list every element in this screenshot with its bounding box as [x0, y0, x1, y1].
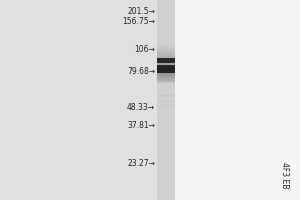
Bar [157, 65, 175, 73]
Bar [157, 77, 175, 78]
Bar [157, 68, 175, 69]
Bar [157, 55, 175, 56]
Bar [157, 76, 175, 77]
Bar [157, 76, 175, 77]
Bar [157, 69, 175, 70]
Bar [157, 47, 175, 48]
Bar [157, 0, 175, 200]
Bar [157, 81, 175, 82]
Bar [157, 74, 175, 75]
Bar [157, 65, 175, 66]
Bar [157, 68, 175, 69]
Bar [157, 105, 175, 107]
Text: 156.75→: 156.75→ [122, 18, 155, 26]
Bar [157, 51, 175, 52]
Bar [157, 82, 175, 83]
Bar [157, 54, 175, 55]
Bar [157, 58, 175, 59]
Bar [157, 75, 175, 76]
Bar [157, 67, 175, 68]
Bar [157, 72, 175, 73]
Bar [157, 67, 175, 68]
Bar [157, 71, 175, 72]
Bar [157, 53, 175, 54]
Bar [157, 49, 175, 50]
Bar [157, 69, 175, 70]
Bar [157, 58, 175, 63]
Text: 106→: 106→ [134, 46, 155, 54]
Text: 48.33→: 48.33→ [127, 102, 155, 112]
Bar [157, 61, 175, 62]
Bar [157, 44, 175, 45]
Bar [157, 80, 175, 81]
Bar [157, 79, 175, 80]
Bar [157, 56, 175, 57]
Text: 201.5→: 201.5→ [127, 7, 155, 17]
Bar [157, 48, 175, 49]
Bar [157, 70, 175, 71]
Bar [157, 74, 175, 75]
Bar [157, 43, 175, 44]
Bar [157, 75, 175, 76]
Text: 23.27→: 23.27→ [127, 158, 155, 168]
Bar [157, 73, 175, 74]
Bar [157, 50, 175, 51]
Bar [157, 66, 175, 67]
Bar [157, 46, 175, 47]
Bar [157, 63, 175, 64]
Bar [157, 81, 175, 82]
Bar [157, 95, 175, 97]
Text: 4F3 EB: 4F3 EB [280, 162, 290, 188]
Bar [175, 0, 300, 200]
Bar [157, 59, 175, 60]
Text: 37.81→: 37.81→ [127, 121, 155, 130]
Bar [157, 70, 175, 71]
Bar [157, 100, 175, 102]
Bar [157, 62, 175, 63]
Bar [157, 57, 175, 58]
Text: 79.68→: 79.68→ [127, 68, 155, 76]
Bar [157, 64, 175, 65]
Bar [157, 52, 175, 53]
Bar [157, 45, 175, 46]
Bar [157, 42, 175, 43]
Bar [157, 78, 175, 79]
Bar [157, 77, 175, 78]
Bar [157, 73, 175, 74]
Bar [157, 78, 175, 79]
Bar [157, 60, 175, 61]
Bar [157, 72, 175, 73]
Bar [157, 71, 175, 72]
Bar [157, 79, 175, 80]
Bar [157, 80, 175, 81]
